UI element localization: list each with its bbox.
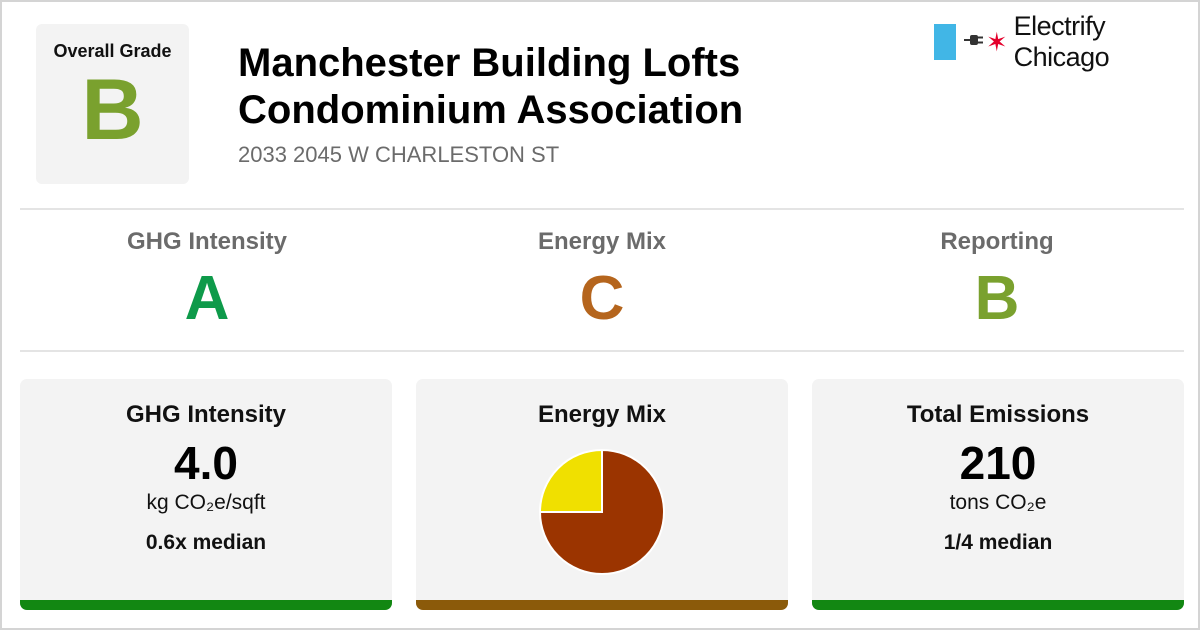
electrify-chicago-logo[interactable]: ✶ Electrify Chicago [934,11,1198,72]
total-emissions-unit: tons CO₂e [949,491,1047,514]
grade-color-bar [812,600,1184,610]
flag-stripe-icon [934,24,956,60]
total-emissions-value: 210 [959,437,1037,489]
card-title: GHG Intensity [125,401,287,428]
subgrade-letter: C [579,264,625,333]
logo-text: Electrify Chicago [1013,11,1110,72]
building-address: 2033 2045 W CHARLESTON ST [238,142,560,167]
subgrade-energy-mix: Energy Mix C [406,228,798,332]
subgrade-title: GHG Intensity [126,228,288,255]
subgrade-title: Energy Mix [537,228,667,255]
subgrade-title: Reporting [940,228,1054,255]
card-title: Total Emissions [906,401,1090,428]
subgrade-letter: B [974,264,1020,333]
energy-mix-pie-chart [538,448,665,575]
card-energy-mix: Energy Mix [416,379,788,610]
divider-top [20,208,1184,210]
ghg-intensity-value: 4.0 [174,437,238,489]
six-point-star-icon: ✶ [985,27,1008,57]
subgrade-ghg-intensity: GHG Intensity A [11,228,403,332]
card-ghg-intensity: GHG Intensity 4.0 kg CO₂e/sqft 0.6x medi… [20,379,392,610]
building-title: Manchester Building Lofts Condominium As… [238,40,898,134]
divider-middle [20,350,1184,352]
grade-color-bar [416,600,788,610]
overall-grade-box: Overall Grade B [36,24,189,184]
ghg-intensity-median: 0.6x median [145,531,267,554]
card-title: Energy Mix [537,401,667,428]
grade-color-bar [20,600,392,610]
subgrade-letter: A [184,264,230,333]
overall-grade-label: Overall Grade [53,41,172,61]
card-total-emissions: Total Emissions 210 tons CO₂e 1/4 median [812,379,1184,610]
total-emissions-median: 1/4 median [943,531,1053,554]
overall-grade-letter: B [81,62,144,158]
building-title-line-2: Condominium Association [238,88,744,132]
ghg-intensity-unit: kg CO₂e/sqft [146,491,266,514]
pie-slice-1 [538,448,603,513]
subgrade-reporting: Reporting B [801,228,1193,332]
plug-icon [963,33,984,52]
building-title-line-1: Manchester Building Lofts [238,41,741,85]
